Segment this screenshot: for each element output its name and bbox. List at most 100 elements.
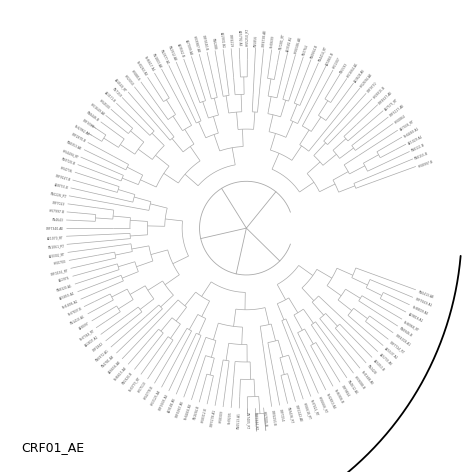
Text: AE5865.B: AE5865.B xyxy=(325,51,335,66)
Text: AE9184.AE: AE9184.AE xyxy=(167,396,177,412)
Text: CRF4250.B: CRF4250.B xyxy=(270,409,276,426)
Text: CRF0099: CRF0099 xyxy=(82,119,95,129)
Text: CRF5117.AE: CRF5117.AE xyxy=(389,103,406,118)
Text: VN9436_RT: VN9436_RT xyxy=(286,406,294,423)
Text: VN0513.A1: VN0513.A1 xyxy=(237,411,241,428)
Text: AE9562.B: AE9562.B xyxy=(176,43,185,59)
Text: VN0413.AE: VN0413.AE xyxy=(418,289,435,298)
Text: AE2976: AE2976 xyxy=(59,276,71,282)
Text: Ref2962.A1: Ref2962.A1 xyxy=(73,124,91,137)
Text: VN8155.B: VN8155.B xyxy=(414,151,429,160)
Text: CRF0005.AE: CRF0005.AE xyxy=(158,392,170,411)
Text: VN7281_RT: VN7281_RT xyxy=(278,33,285,50)
Text: AE8755.B: AE8755.B xyxy=(54,183,69,190)
Text: Ref0699: Ref0699 xyxy=(270,35,276,49)
Text: CRF7023: CRF7023 xyxy=(52,200,65,206)
Text: VN2912.AE: VN2912.AE xyxy=(167,45,177,61)
Text: AE5855.A1: AE5855.A1 xyxy=(59,291,76,301)
Text: HIV8312.B: HIV8312.B xyxy=(201,406,209,422)
Text: HIV6586.AE: HIV6586.AE xyxy=(294,36,303,54)
Text: Ref1896.A1: Ref1896.A1 xyxy=(62,299,79,309)
Text: VN6288: VN6288 xyxy=(210,37,217,50)
Text: CRF2870.B: CRF2870.B xyxy=(71,132,87,144)
Text: HIV9088.B: HIV9088.B xyxy=(353,374,366,389)
Text: VN0664.B: VN0664.B xyxy=(310,44,319,59)
Text: HIV4778.B: HIV4778.B xyxy=(144,385,155,400)
Text: HIV0864: HIV0864 xyxy=(394,114,407,124)
Text: HIV1649.AE: HIV1649.AE xyxy=(89,102,105,116)
Text: VN4612.A1: VN4612.A1 xyxy=(346,379,359,395)
Text: CRF0191_RT: CRF0191_RT xyxy=(50,268,69,276)
Text: HIV8997.B: HIV8997.B xyxy=(418,159,434,168)
Text: VN7159: VN7159 xyxy=(111,87,122,98)
Text: VN8446.B: VN8446.B xyxy=(86,111,100,123)
Text: HIV4494_RT: HIV4494_RT xyxy=(61,148,79,159)
Text: Ref6615.AE: Ref6615.AE xyxy=(114,365,128,381)
Text: VN4781.AE: VN4781.AE xyxy=(101,354,116,368)
Text: Ref7344_RT: Ref7344_RT xyxy=(79,328,95,341)
Text: CRF5178.A1: CRF5178.A1 xyxy=(210,408,217,426)
Text: AE7575_RT: AE7575_RT xyxy=(383,98,399,111)
Text: AE6656.AE: AE6656.AE xyxy=(108,359,122,374)
Text: AE5537.A1: AE5537.A1 xyxy=(383,346,399,360)
Text: Ref7807.B: Ref7807.B xyxy=(67,306,83,317)
Text: VN9720.B: VN9720.B xyxy=(61,157,76,166)
Text: VN8946.B: VN8946.B xyxy=(399,326,413,337)
Text: HIV6618_RT: HIV6618_RT xyxy=(302,401,311,419)
Text: VN6972.A1: VN6972.A1 xyxy=(95,347,110,362)
Text: VN2977.A1: VN2977.A1 xyxy=(159,48,170,65)
Text: CRF9824: CRF9824 xyxy=(339,383,350,397)
Text: AE5053.B: AE5053.B xyxy=(372,358,385,371)
Text: VN4643: VN4643 xyxy=(52,218,64,222)
Text: AE1029.A1: AE1029.A1 xyxy=(407,134,424,146)
Text: HIV7997.B: HIV7997.B xyxy=(48,209,64,214)
Text: HIV1307: HIV1307 xyxy=(332,57,342,69)
Text: HIV7005.B: HIV7005.B xyxy=(262,410,267,426)
Text: HIV9987.AE: HIV9987.AE xyxy=(192,35,201,53)
Text: VN1061_RT: VN1061_RT xyxy=(47,243,64,248)
Text: AE3582.A1: AE3582.A1 xyxy=(286,35,294,51)
Text: HIV9915.B: HIV9915.B xyxy=(372,85,386,99)
Text: VN8111.B: VN8111.B xyxy=(411,143,426,153)
Text: Ref4489.A1: Ref4489.A1 xyxy=(403,126,420,139)
Text: HIV2050: HIV2050 xyxy=(123,74,135,87)
Text: AE9818.A1: AE9818.A1 xyxy=(407,312,423,323)
Text: Ref3770_RT: Ref3770_RT xyxy=(128,376,141,392)
Text: Ref9205: Ref9205 xyxy=(228,410,233,423)
Text: Ref8809.AE: Ref8809.AE xyxy=(411,304,428,316)
Text: Ref6617.A1: Ref6617.A1 xyxy=(143,56,155,73)
Text: Ref4466.AE: Ref4466.AE xyxy=(183,402,192,419)
Text: HIV0700: HIV0700 xyxy=(54,259,67,266)
Text: VN1694.B: VN1694.B xyxy=(193,404,201,419)
Text: VN8320.A1: VN8320.A1 xyxy=(56,283,73,292)
Text: CRF4738.AE: CRF4738.AE xyxy=(262,29,267,48)
Text: AE8097: AE8097 xyxy=(79,321,91,330)
Text: Ref8968_RT: Ref8968_RT xyxy=(403,319,420,331)
Text: VN8353.AE: VN8353.AE xyxy=(66,140,83,151)
Text: Ref7422_RT: Ref7422_RT xyxy=(310,398,320,416)
Text: CRF01_AE: CRF01_AE xyxy=(21,440,85,453)
Text: AE5733.AE: AE5733.AE xyxy=(378,352,393,366)
Text: AE1070_RT: AE1070_RT xyxy=(47,235,64,239)
Text: HIV8309: HIV8309 xyxy=(219,409,225,422)
Text: HIV3125.AE: HIV3125.AE xyxy=(150,388,162,406)
Text: VN7405_RT: VN7405_RT xyxy=(246,411,249,428)
Text: AE2932.A1: AE2932.A1 xyxy=(219,31,225,48)
Text: VN3764: VN3764 xyxy=(302,44,310,56)
Text: VN1803.AE: VN1803.AE xyxy=(151,52,162,69)
Text: Ref6906.B: Ref6906.B xyxy=(332,387,344,403)
Text: Ref1688.AE: Ref1688.AE xyxy=(360,369,374,385)
Text: AE3628.AE: AE3628.AE xyxy=(353,68,366,83)
Text: CRF4637.AE: CRF4637.AE xyxy=(378,90,394,105)
Text: CRF9340.B: CRF9340.B xyxy=(201,34,209,51)
Text: CRF7724_RT: CRF7724_RT xyxy=(389,339,406,354)
Text: CRF4108.A1: CRF4108.A1 xyxy=(394,333,411,347)
Text: AE3171.B: AE3171.B xyxy=(103,91,116,104)
Text: AE0302_RT: AE0302_RT xyxy=(49,251,65,258)
Text: VN4414_RT: VN4414_RT xyxy=(318,45,328,62)
Text: HIV8816: HIV8816 xyxy=(130,69,141,82)
Text: CRF7254: CRF7254 xyxy=(278,407,284,421)
Text: Ref0263.AE: Ref0263.AE xyxy=(135,60,148,77)
Text: VN5593: VN5593 xyxy=(339,61,349,74)
Text: CRF3344_RT: CRF3344_RT xyxy=(254,411,258,429)
